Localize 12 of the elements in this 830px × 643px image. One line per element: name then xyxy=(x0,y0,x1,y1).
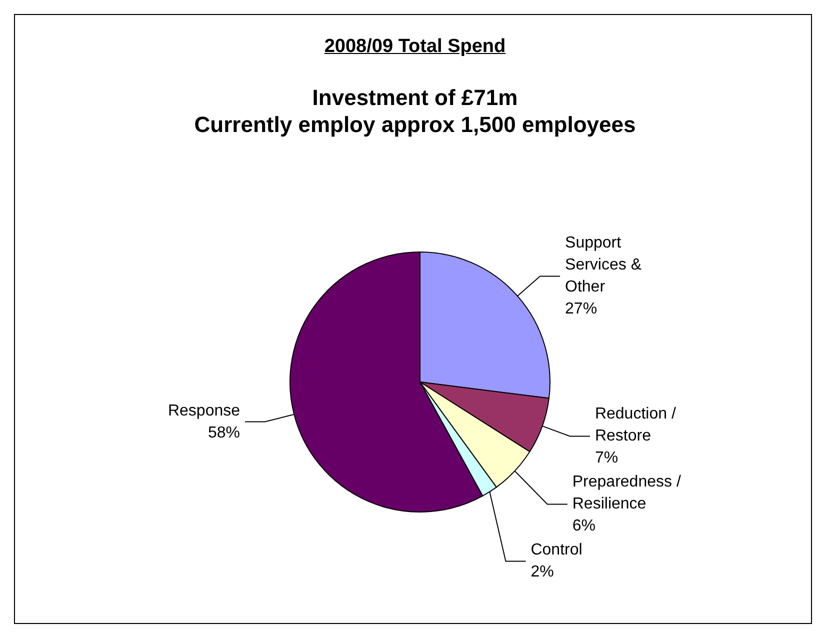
data-label: 58% xyxy=(208,424,240,442)
data-label: 6% xyxy=(572,518,596,535)
slice-label: Support Services & Other xyxy=(565,234,646,296)
data-label: 2% xyxy=(530,564,554,581)
chart-title: 2008/09 Total Spend xyxy=(323,36,507,58)
slice-label: Control xyxy=(530,542,582,559)
data-label: 27% xyxy=(565,300,598,318)
data-label: 7% xyxy=(594,450,618,467)
slice-label: Reduction / Restore xyxy=(594,406,680,445)
slice-label: Preparedness / Resilience xyxy=(572,474,686,513)
slice-label: Response xyxy=(168,402,240,420)
chart-subtitle: Investment of £71m Currently employ approx 1,500 employees xyxy=(193,84,637,138)
